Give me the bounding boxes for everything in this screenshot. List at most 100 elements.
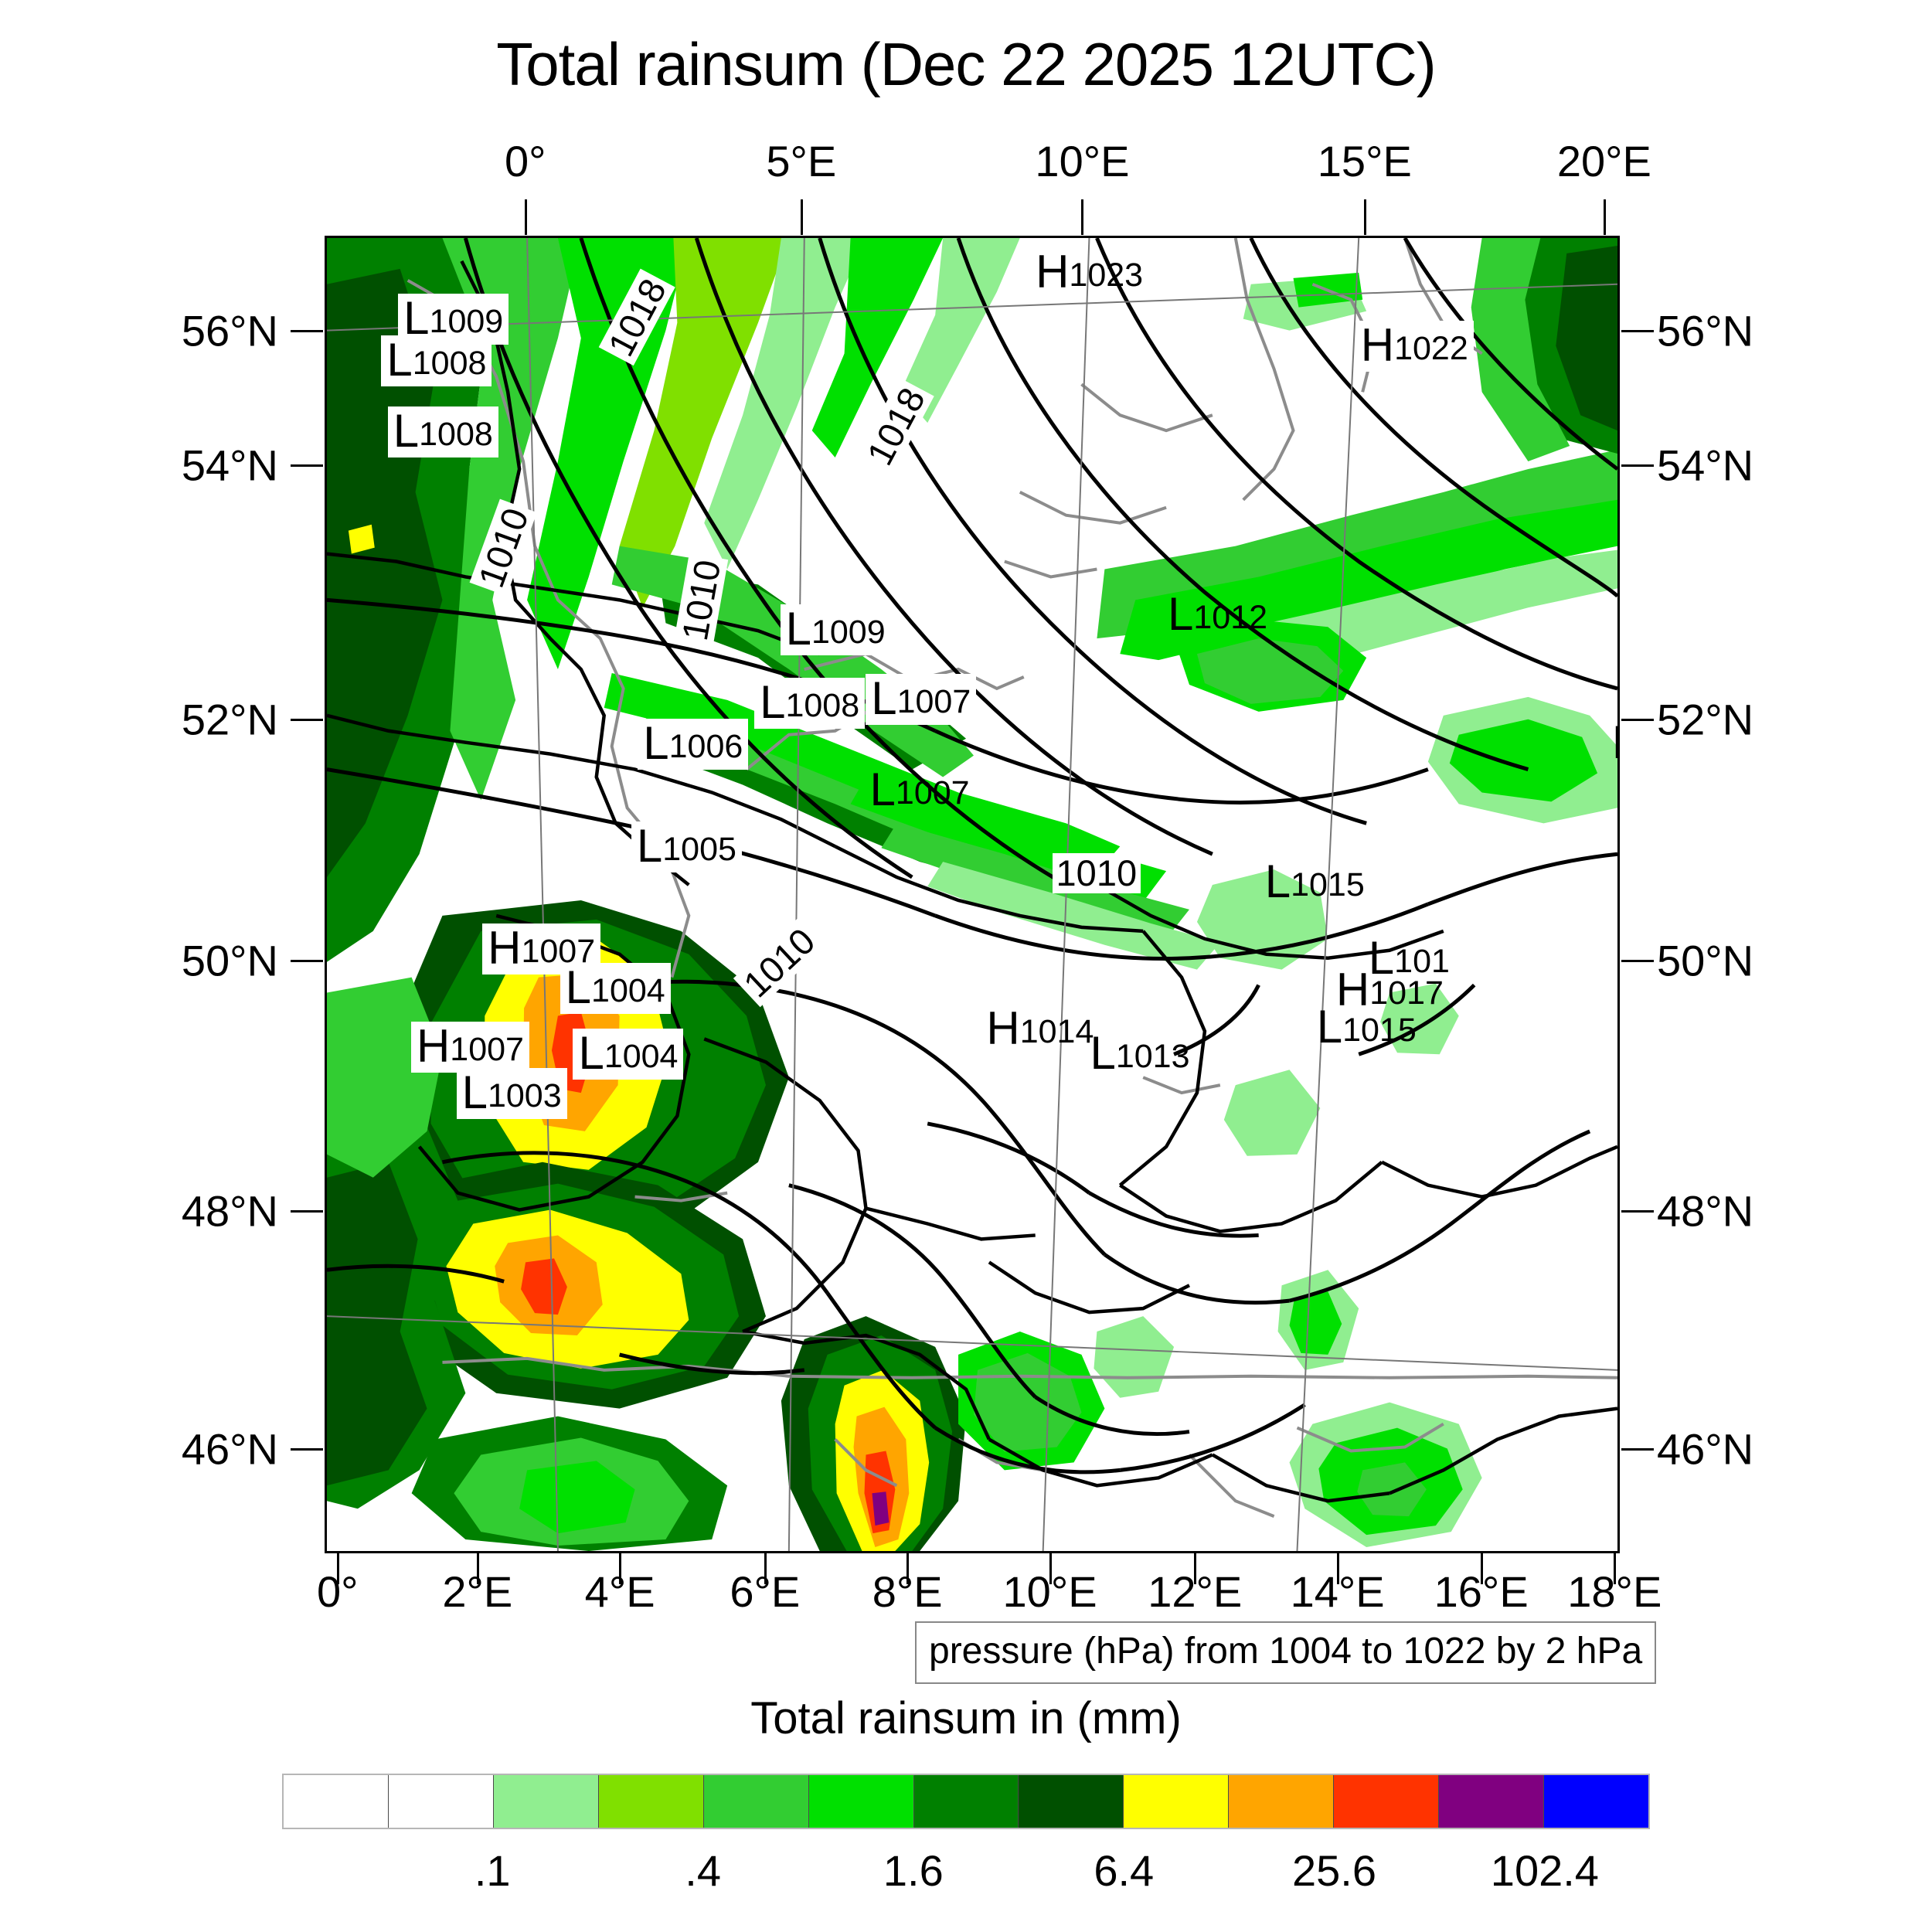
pressure-center-type: L bbox=[1316, 1000, 1343, 1053]
axis-label-top: 5°E bbox=[766, 137, 837, 185]
axis-tick-bottom bbox=[336, 1553, 339, 1584]
colorbar-cell-10[interactable] bbox=[1334, 1775, 1440, 1828]
pressure-center-value: 1007 bbox=[895, 774, 970, 811]
pressure-center-value: 1009 bbox=[429, 302, 504, 340]
pressure-center-type: L bbox=[461, 1066, 488, 1119]
colorbar-cell-12[interactable] bbox=[1544, 1775, 1648, 1828]
pressure-center-l-label: L1005 bbox=[631, 821, 742, 873]
pressure-center-type: L bbox=[565, 961, 592, 1013]
axis-label-right: 48°N bbox=[1657, 1186, 1754, 1236]
colorbar-tick-label: .1 bbox=[474, 1846, 511, 1895]
axis-tick-left bbox=[291, 329, 323, 332]
pressure-center-type: L bbox=[386, 334, 413, 386]
pressure-center-type: H bbox=[488, 921, 522, 974]
axis-label-top: 20°E bbox=[1556, 137, 1651, 185]
axis-tick-left bbox=[291, 464, 323, 467]
axis-tick-top bbox=[1603, 199, 1606, 235]
colorbar[interactable] bbox=[282, 1774, 1650, 1829]
axis-label-top: 10°E bbox=[1035, 137, 1130, 185]
axis-tick-top bbox=[1363, 199, 1366, 235]
colorbar-title: Total rainsum in (mm) bbox=[750, 1693, 1182, 1743]
pressure-center-type: L bbox=[403, 291, 430, 344]
pressure-center-value: 1004 bbox=[604, 1038, 679, 1075]
colorbar-cell-4[interactable] bbox=[703, 1775, 809, 1828]
colorbar-cell-7[interactable] bbox=[1019, 1775, 1124, 1828]
axis-tick-right bbox=[1621, 718, 1654, 721]
colorbar-cell-0[interactable] bbox=[284, 1775, 389, 1828]
pressure-center-l-label: L1003 bbox=[456, 1066, 567, 1120]
axis-label-right: 46°N bbox=[1657, 1424, 1754, 1474]
axis-tick-left bbox=[291, 1448, 323, 1451]
axis-tick-bottom bbox=[1049, 1553, 1052, 1584]
colorbar-cell-2[interactable] bbox=[493, 1775, 599, 1828]
axis-tick-bottom bbox=[764, 1553, 767, 1584]
axis-label-top: 0° bbox=[504, 137, 546, 185]
pressure-center-value: 1007 bbox=[450, 1031, 524, 1069]
map-canvas bbox=[327, 238, 1617, 1551]
axis-tick-bottom bbox=[1194, 1553, 1197, 1584]
axis-tick-right bbox=[1621, 959, 1654, 962]
pressure-center-type: L bbox=[1368, 932, 1395, 985]
pressure-center-type: L bbox=[1168, 588, 1194, 641]
pressure-center-h-label: H1017 bbox=[1331, 965, 1449, 1016]
colorbar-tick-label: 1.6 bbox=[883, 1846, 944, 1895]
pressure-center-value: 1009 bbox=[811, 613, 886, 651]
pressure-center-type: L bbox=[871, 672, 897, 725]
pressure-center-l-label: L1009 bbox=[780, 604, 891, 655]
pressure-center-value: 1007 bbox=[521, 932, 596, 970]
axis-label-left: 52°N bbox=[181, 695, 278, 744]
pressure-center-l-label: L1008 bbox=[387, 406, 498, 458]
pressure-center-l-label: L1008 bbox=[381, 334, 492, 387]
axis-tick-top bbox=[800, 199, 803, 235]
colorbar-tick-label: 6.4 bbox=[1094, 1846, 1155, 1895]
axis-tick-right bbox=[1621, 1209, 1654, 1213]
pressure-center-l-label: L1015 bbox=[1311, 1002, 1422, 1053]
contour-value-label: 1010 bbox=[1052, 853, 1141, 893]
axis-tick-bottom bbox=[1614, 1553, 1617, 1584]
pressure-center-value: 1013 bbox=[1115, 1038, 1190, 1075]
axis-tick-left bbox=[291, 959, 323, 962]
pressure-center-type: L bbox=[869, 764, 896, 815]
axis-tick-right bbox=[1621, 329, 1654, 332]
map-plot-area[interactable]: H1023 H1022 L1009 L1008 L1008 L1009 L1012 L1008… bbox=[325, 236, 1620, 1553]
colorbar-cell-8[interactable] bbox=[1124, 1775, 1230, 1828]
pressure-center-type: L bbox=[643, 717, 669, 770]
pressure-center-type: L bbox=[1264, 855, 1291, 908]
pressure-center-type: H bbox=[1036, 245, 1070, 298]
pressure-center-type: H bbox=[986, 1002, 1020, 1054]
axis-tick-right bbox=[1621, 464, 1654, 467]
colorbar-cell-9[interactable] bbox=[1229, 1775, 1335, 1828]
pressure-center-value: 1015 bbox=[1342, 1011, 1417, 1049]
axis-tick-left bbox=[291, 1209, 323, 1213]
pressure-center-value: 1004 bbox=[591, 971, 665, 1009]
grid-lines bbox=[327, 238, 1617, 1551]
axis-label-right: 50°N bbox=[1657, 936, 1754, 985]
colorbar-tick-label: 102.4 bbox=[1490, 1846, 1599, 1895]
axis-tick-bottom bbox=[906, 1553, 910, 1584]
pressure-center-h-label: H1014 bbox=[981, 1004, 1099, 1055]
colorbar-cell-5[interactable] bbox=[808, 1775, 914, 1828]
axis-tick-bottom bbox=[1336, 1553, 1339, 1584]
pressure-center-h-label: H1022 bbox=[1355, 321, 1474, 372]
page-title: Total rainsum (Dec 22 2025 12UTC) bbox=[496, 30, 1437, 98]
pressure-center-value: 1008 bbox=[785, 687, 860, 725]
colorbar-cell-11[interactable] bbox=[1439, 1775, 1545, 1828]
axis-label-left: 56°N bbox=[181, 306, 278, 355]
axis-tick-bottom bbox=[1480, 1553, 1483, 1584]
axis-tick-left bbox=[291, 718, 323, 721]
colorbar-cell-6[interactable] bbox=[913, 1775, 1019, 1828]
pressure-center-value: 1007 bbox=[896, 683, 971, 721]
axis-label-right: 54°N bbox=[1657, 440, 1754, 490]
pressure-center-value: 101 bbox=[1394, 943, 1450, 981]
pressure-center-type: H bbox=[416, 1020, 451, 1073]
colorbar-cell-3[interactable] bbox=[598, 1775, 704, 1828]
axis-tick-top bbox=[1081, 199, 1084, 235]
axis-label-left: 50°N bbox=[181, 936, 278, 985]
pressure-center-value: 1022 bbox=[1394, 330, 1468, 368]
pressure-center-value: 1006 bbox=[668, 728, 743, 766]
axis-label-right: 56°N bbox=[1657, 306, 1754, 355]
pressure-center-l-label: L101 bbox=[1363, 934, 1455, 985]
pressure-center-value: 1017 bbox=[1369, 975, 1444, 1012]
axis-tick-bottom bbox=[476, 1553, 479, 1584]
colorbar-cell-1[interactable] bbox=[388, 1775, 494, 1828]
